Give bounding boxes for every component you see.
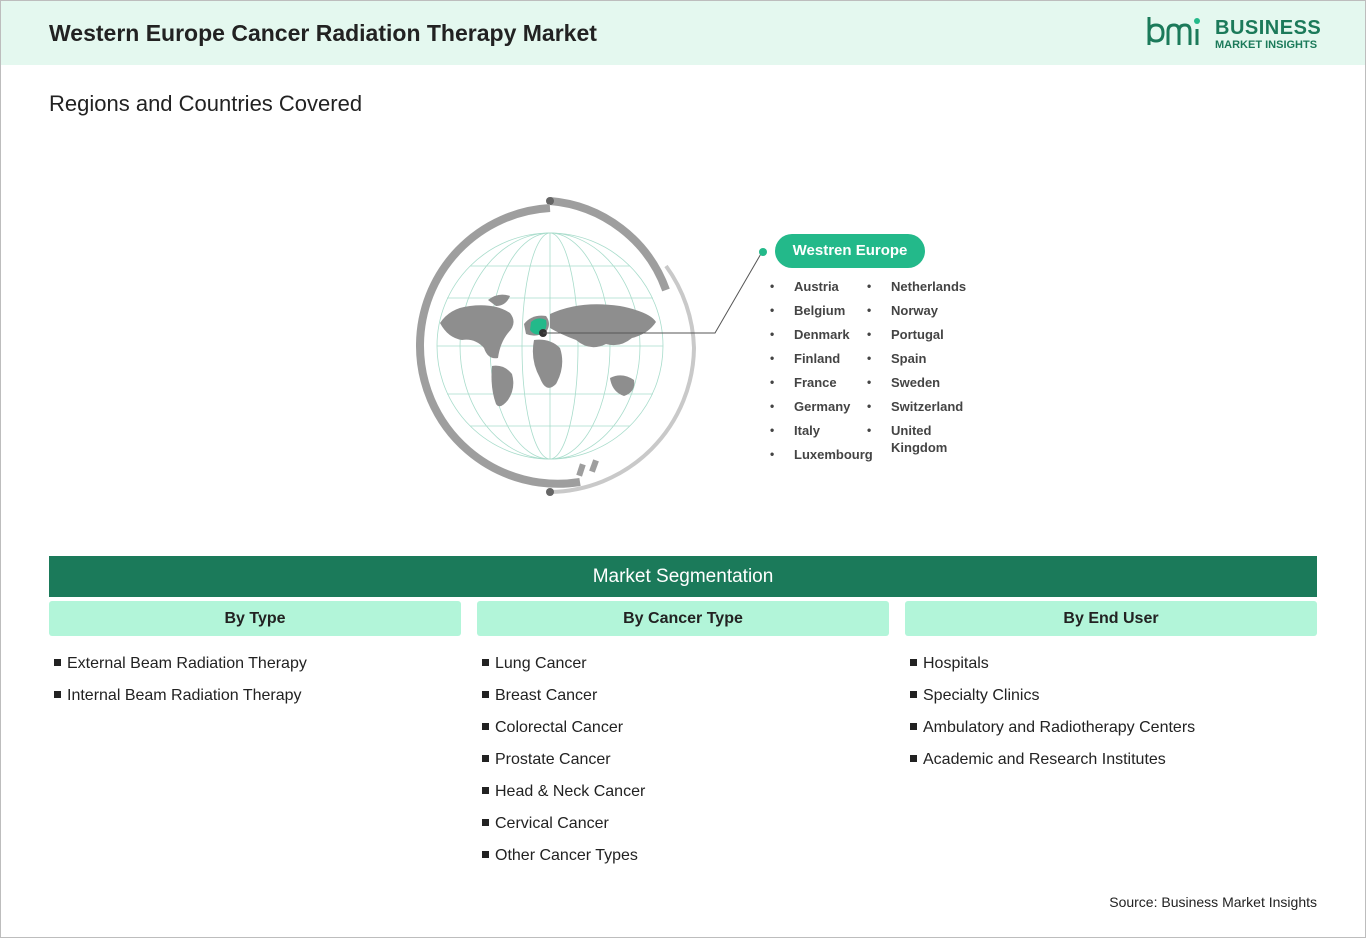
- country-item: Belgium: [770, 302, 878, 326]
- segment-list-item: Colorectal Cancer: [482, 718, 645, 750]
- square-bullet-icon: [482, 851, 489, 858]
- country-item: Portugal: [867, 326, 975, 350]
- region-label-western-europe: Westren Europe: [775, 234, 925, 268]
- segment-item-label: Cervical Cancer: [495, 815, 609, 832]
- globe-illustration: [415, 197, 763, 496]
- segment-item-label: Academic and Research Institutes: [923, 751, 1166, 768]
- page-title: Western Europe Cancer Radiation Therapy …: [49, 20, 597, 46]
- square-bullet-icon: [54, 691, 61, 698]
- country-item: Austria: [770, 278, 878, 302]
- segment-list-item: Academic and Research Institutes: [910, 750, 1195, 782]
- segment-list-item: Lung Cancer: [482, 654, 645, 686]
- segment-item-label: Breast Cancer: [495, 687, 598, 704]
- segment-list-by-end-user: Hospitals Specialty Clinics Ambulatory and…: [910, 654, 1195, 782]
- segment-item-label: Ambulatory and Radiotherapy Centers: [923, 719, 1196, 736]
- segmentation-title-bar: Market Segmentation: [49, 556, 1317, 597]
- country-list-column-2: NetherlandsNorwayPortugalSpainSwedenSwit…: [867, 278, 975, 455]
- segment-item-label: Internal Beam Radiation Therapy: [67, 687, 302, 704]
- country-item: Germany: [770, 398, 878, 422]
- country-item: Spain: [867, 350, 975, 374]
- logo-text-market-insights: MARKET INSIGHTS: [1215, 39, 1318, 51]
- country-item: Switzerland: [867, 398, 975, 422]
- square-bullet-icon: [482, 787, 489, 794]
- logo-text-business: BUSINESS: [1215, 17, 1322, 39]
- country-item: France: [770, 374, 878, 398]
- bmi-logo-icon: [1147, 17, 1200, 45]
- segment-list-item: Other Cancer Types: [482, 846, 645, 878]
- segment-list-item: Head & Neck Cancer: [482, 782, 645, 814]
- square-bullet-icon: [482, 755, 489, 762]
- country-item: Netherlands: [867, 278, 975, 302]
- country-item: United Kingdom: [867, 422, 975, 455]
- country-item: Italy: [770, 422, 878, 446]
- square-bullet-icon: [910, 659, 917, 666]
- segment-item-label: Head & Neck Cancer: [495, 783, 646, 800]
- country-item: Luxembourg: [770, 446, 878, 470]
- brand-logo: BUSINESS MARKET INSIGHTS: [1145, 15, 1325, 55]
- connector-dot: [759, 248, 767, 256]
- country-item: Norway: [867, 302, 975, 326]
- square-bullet-icon: [482, 659, 489, 666]
- square-bullet-icon: [482, 691, 489, 698]
- segment-list-item: Internal Beam Radiation Therapy: [54, 686, 307, 718]
- segment-item-label: Lung Cancer: [495, 655, 587, 672]
- segment-item-label: Specialty Clinics: [923, 687, 1040, 704]
- square-bullet-icon: [910, 691, 917, 698]
- segment-item-label: Hospitals: [923, 655, 989, 672]
- square-bullet-icon: [482, 723, 489, 730]
- segment-list-item: Ambulatory and Radiotherapy Centers: [910, 718, 1195, 750]
- segment-item-label: Colorectal Cancer: [495, 719, 624, 736]
- square-bullet-icon: [910, 755, 917, 762]
- segment-item-label: External Beam Radiation Therapy: [67, 655, 307, 672]
- segment-list-item: Hospitals: [910, 654, 1195, 686]
- segment-list-item: Breast Cancer: [482, 686, 645, 718]
- segment-list-by-cancer-type: Lung Cancer Breast Cancer Colorectal Cance…: [482, 654, 645, 878]
- segment-list-by-type: External Beam Radiation Therapy Internal …: [54, 654, 307, 718]
- segment-list-item: Prostate Cancer: [482, 750, 645, 782]
- country-list-column-1: AustriaBelgiumDenmarkFinlandFranceGerman…: [770, 278, 878, 470]
- header-banner: Western Europe Cancer Radiation Therapy …: [1, 1, 1365, 65]
- segment-item-label: Other Cancer Types: [495, 847, 638, 864]
- segment-heading-by-cancer-type: By Cancer Type: [477, 601, 889, 636]
- square-bullet-icon: [54, 659, 61, 666]
- square-bullet-icon: [910, 723, 917, 730]
- segment-heading-by-end-user: By End User: [905, 601, 1317, 636]
- square-bullet-icon: [482, 819, 489, 826]
- segment-list-item: External Beam Radiation Therapy: [54, 654, 307, 686]
- segment-list-item: Cervical Cancer: [482, 814, 645, 846]
- country-item: Finland: [770, 350, 878, 374]
- segment-heading-by-type: By Type: [49, 601, 461, 636]
- segment-item-label: Prostate Cancer: [495, 751, 611, 768]
- country-item: Sweden: [867, 374, 975, 398]
- source-note: Source: Business Market Insights: [1109, 894, 1317, 910]
- regions-subtitle: Regions and Countries Covered: [49, 91, 363, 116]
- country-item: Denmark: [770, 326, 878, 350]
- segment-list-item: Specialty Clinics: [910, 686, 1195, 718]
